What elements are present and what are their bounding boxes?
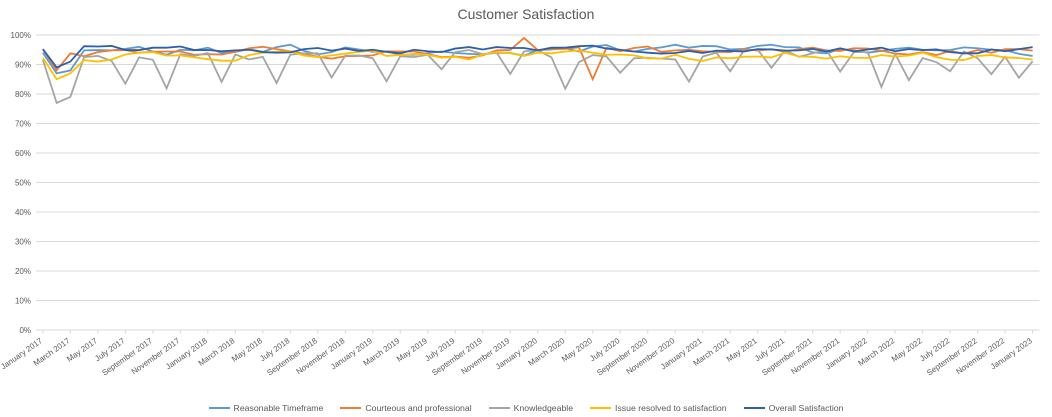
svg-text:May 2018: May 2018 <box>230 336 264 364</box>
svg-text:90%: 90% <box>15 61 31 70</box>
svg-text:50%: 50% <box>15 179 31 188</box>
svg-text:May 2020: May 2020 <box>560 336 594 364</box>
svg-text:60%: 60% <box>15 149 31 158</box>
svg-text:0%: 0% <box>19 326 31 335</box>
svg-text:30%: 30% <box>15 238 31 247</box>
svg-text:May 2019: May 2019 <box>395 336 429 364</box>
svg-text:May 2017: May 2017 <box>65 336 99 364</box>
svg-text:May 2022: May 2022 <box>890 336 924 364</box>
svg-text:70%: 70% <box>15 120 31 129</box>
svg-text:100%: 100% <box>11 31 31 40</box>
svg-text:May 2021: May 2021 <box>725 336 759 364</box>
svg-text:80%: 80% <box>15 90 31 99</box>
svg-text:20%: 20% <box>15 267 31 276</box>
svg-text:40%: 40% <box>15 208 31 217</box>
svg-text:10%: 10% <box>15 297 31 306</box>
